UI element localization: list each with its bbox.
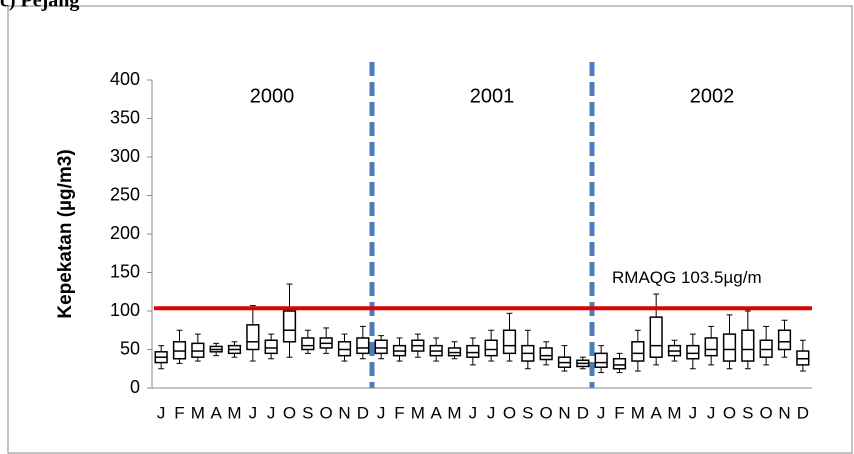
x-tick-label: M <box>227 403 241 422</box>
x-tick-label: J <box>689 403 698 422</box>
x-tick-label: N <box>558 403 570 422</box>
x-tick-label: D <box>357 403 369 422</box>
box <box>704 337 718 357</box>
box <box>631 341 645 362</box>
x-tick-label: F <box>614 403 624 422</box>
x-tick-label: O <box>503 403 516 422</box>
x-tick-label: J <box>469 403 478 422</box>
reference-label: RMAQG 103.5µg/m <box>612 268 762 287</box>
y-tick-label: 200 <box>110 223 140 243</box>
year-label: 2001 <box>470 86 515 108</box>
box <box>649 316 663 358</box>
box <box>759 339 773 358</box>
year-label: 2002 <box>690 86 735 108</box>
y-axis-label: Kepekatan (µg/m3) <box>55 149 76 318</box>
box <box>502 329 517 355</box>
box <box>301 337 315 351</box>
chart-title: c) Pejang <box>0 0 79 12</box>
x-tick-label: F <box>174 403 184 422</box>
x-tick-label: J <box>707 403 716 422</box>
y-tick-label: 250 <box>110 184 140 204</box>
y-tick-label: 100 <box>110 300 140 320</box>
x-tick-label: J <box>377 403 386 422</box>
x-tick-label: F <box>394 403 404 422</box>
x-tick-label: O <box>320 403 333 422</box>
y-tick-label: 150 <box>110 261 140 281</box>
chart-frame <box>7 5 853 454</box>
box <box>796 350 810 366</box>
x-tick-label: O <box>540 403 553 422</box>
x-tick-label: O <box>283 403 296 422</box>
x-tick-label: M <box>667 403 681 422</box>
box <box>337 341 352 357</box>
box <box>777 329 792 351</box>
box <box>539 347 553 361</box>
box <box>686 344 700 360</box>
x-tick-label: D <box>577 403 589 422</box>
box <box>594 352 608 368</box>
x-tick-label: J <box>597 403 606 422</box>
x-tick-label: N <box>338 403 350 422</box>
y-tick-label: 50 <box>120 338 140 358</box>
x-tick-label: D <box>797 403 809 422</box>
x-tick-label: N <box>778 403 790 422</box>
box <box>246 324 260 351</box>
x-tick-label: M <box>191 403 205 422</box>
box <box>447 347 462 357</box>
x-tick-label: S <box>302 403 313 422</box>
box <box>484 339 498 357</box>
x-tick-label: O <box>723 403 736 422</box>
box <box>172 341 187 360</box>
box <box>722 333 737 362</box>
box <box>612 357 627 370</box>
x-tick-label: O <box>760 403 773 422</box>
x-tick-label: J <box>267 403 276 422</box>
x-tick-label: J <box>157 403 166 422</box>
box <box>466 344 480 358</box>
box <box>191 342 205 358</box>
x-tick-label: M <box>631 403 645 422</box>
box <box>741 329 755 362</box>
box <box>282 310 297 343</box>
y-tick-label: 400 <box>110 69 140 89</box>
x-tick-label: J <box>487 403 496 422</box>
x-tick-label: M <box>411 403 425 422</box>
y-tick-label: 350 <box>110 107 140 127</box>
y-tick-label: 0 <box>130 377 140 397</box>
x-tick-label: S <box>522 403 533 422</box>
y-tick-label: 300 <box>110 146 140 166</box>
box <box>374 339 388 355</box>
box <box>264 339 278 355</box>
x-tick-label: A <box>210 403 222 422</box>
x-tick-label: M <box>447 403 461 422</box>
year-label: 2000 <box>250 86 295 108</box>
x-tick-label: J <box>249 403 258 422</box>
x-tick-label: A <box>650 403 662 422</box>
x-tick-label: S <box>742 403 753 422</box>
box <box>356 337 370 355</box>
x-tick-label: A <box>430 403 442 422</box>
